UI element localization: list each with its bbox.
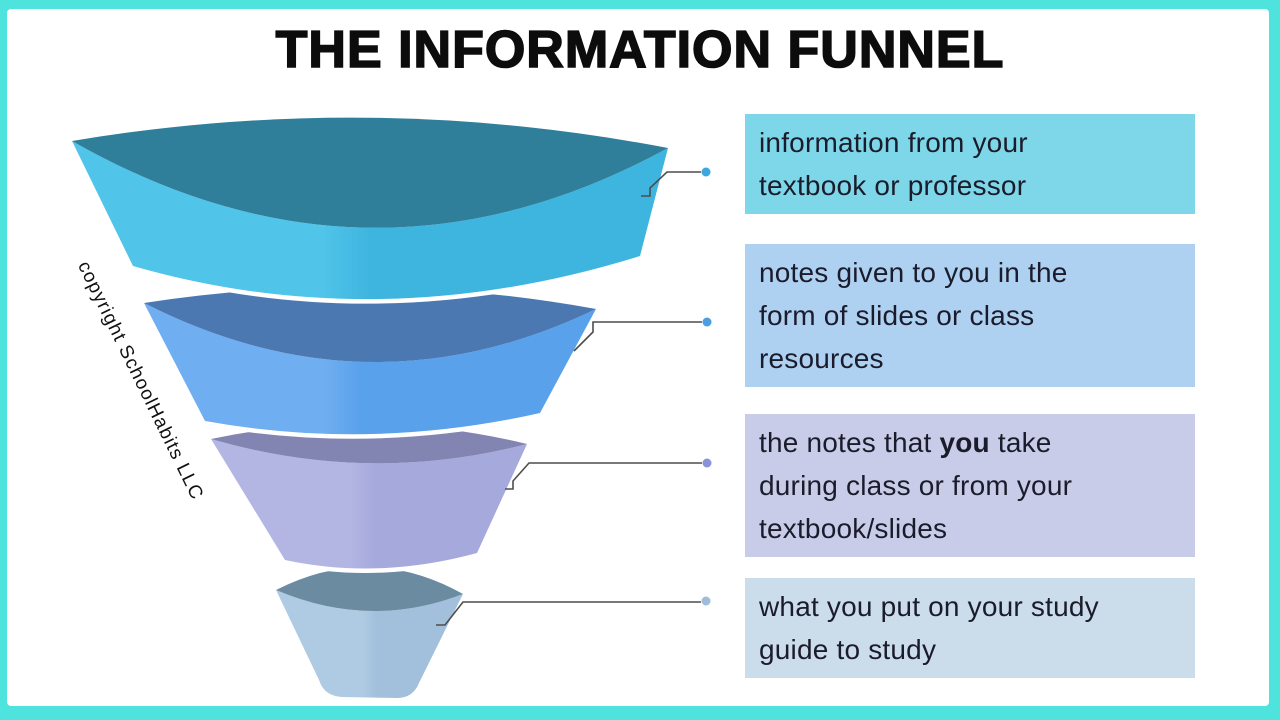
leader-dot-1 (701, 167, 711, 177)
tier-2-body (144, 303, 596, 435)
tier-3-body (211, 439, 527, 569)
tier-1-rim (72, 117, 668, 228)
leader-dot-2 (702, 317, 712, 327)
callout-given-notes: notes given to you in the form of slides … (745, 244, 1195, 387)
leader-line-1 (641, 171, 701, 197)
leader-line-2 (573, 321, 702, 352)
tier-4-body (276, 590, 463, 698)
callout-your-notes: the notes that you take during class or f… (745, 414, 1195, 557)
callout-study-guide: what you put on your study guide to study (745, 578, 1195, 678)
leader-lines (436, 171, 702, 626)
leader-line-4 (436, 601, 701, 626)
tier-1-body (72, 141, 668, 300)
funnel-tier-1 (67, 113, 673, 304)
page-title: THE INFORMATION FUNNEL (275, 20, 1005, 80)
leader-dot-4 (701, 596, 711, 606)
funnel-tier-4 (271, 562, 468, 703)
leader-line-3 (505, 462, 702, 490)
tier-4-rim (276, 566, 463, 612)
funnel-tier-2 (139, 282, 601, 439)
funnel-tier-3 (206, 419, 532, 574)
leader-dot-3 (702, 458, 712, 468)
callout-textbook-professor: information from your textbook or profess… (745, 114, 1195, 214)
tier-2-rim (144, 286, 596, 363)
